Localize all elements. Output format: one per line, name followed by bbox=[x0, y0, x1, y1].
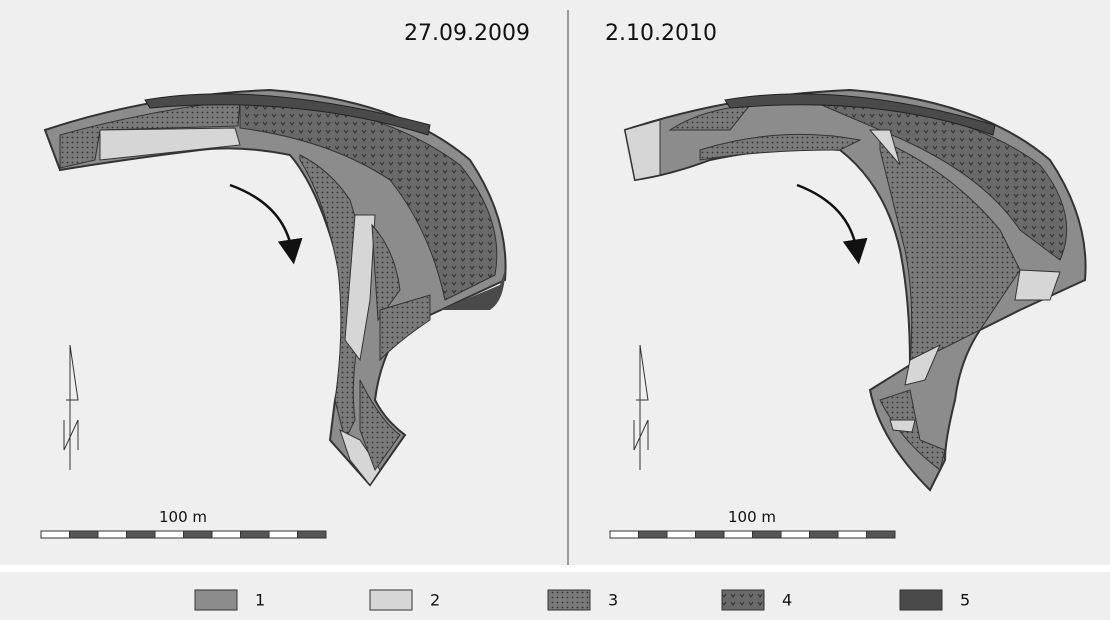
scale-bar-segment bbox=[269, 531, 298, 538]
date-label: 2.10.2010 bbox=[605, 21, 717, 46]
legend-label: 3 bbox=[608, 591, 618, 610]
scale-bar-segment bbox=[184, 531, 213, 538]
scale-bar-segment bbox=[155, 531, 184, 538]
scale-label: 100 m bbox=[728, 508, 776, 526]
scale-bar-segment bbox=[781, 531, 810, 538]
scale-bar-segment bbox=[724, 531, 753, 538]
scale-bar-segment bbox=[838, 531, 867, 538]
legend-swatch bbox=[900, 590, 942, 610]
scale-bar-segment bbox=[127, 531, 156, 538]
legend-label: 2 bbox=[430, 591, 440, 610]
legend-swatch bbox=[195, 590, 237, 610]
page: {"panels": [{"date": "27.09.2009", "scal… bbox=[0, 0, 1110, 620]
scale-bar-segment bbox=[696, 531, 725, 538]
scale-bar-segment bbox=[810, 531, 839, 538]
legend-label: 1 bbox=[255, 591, 265, 610]
figure: 27.09.2009 2.10.2010 100 m 100 m 1 2 3 4 5 bbox=[0, 0, 1110, 620]
scale-bar-segment bbox=[98, 531, 127, 538]
scale-bar-segment bbox=[212, 531, 241, 538]
scale-bar-segment bbox=[867, 531, 896, 538]
scale-bar-segment bbox=[41, 531, 70, 538]
scale-bar-segment bbox=[610, 531, 639, 538]
legend-label: 5 bbox=[960, 591, 970, 610]
scale-bar-segment bbox=[753, 531, 782, 538]
scale-label: 100 m bbox=[159, 508, 207, 526]
scale-bar-segment bbox=[667, 531, 696, 538]
scale-bar-segment bbox=[298, 531, 327, 538]
scale-bar-segment bbox=[70, 531, 99, 538]
date-label: 27.09.2009 bbox=[404, 21, 530, 46]
scale-bar-segment bbox=[241, 531, 270, 538]
legend-swatch bbox=[370, 590, 412, 610]
scale-bar-segment bbox=[639, 531, 668, 538]
legend-swatch bbox=[722, 590, 764, 610]
legend-swatch bbox=[548, 590, 590, 610]
legend-label: 4 bbox=[782, 591, 792, 610]
